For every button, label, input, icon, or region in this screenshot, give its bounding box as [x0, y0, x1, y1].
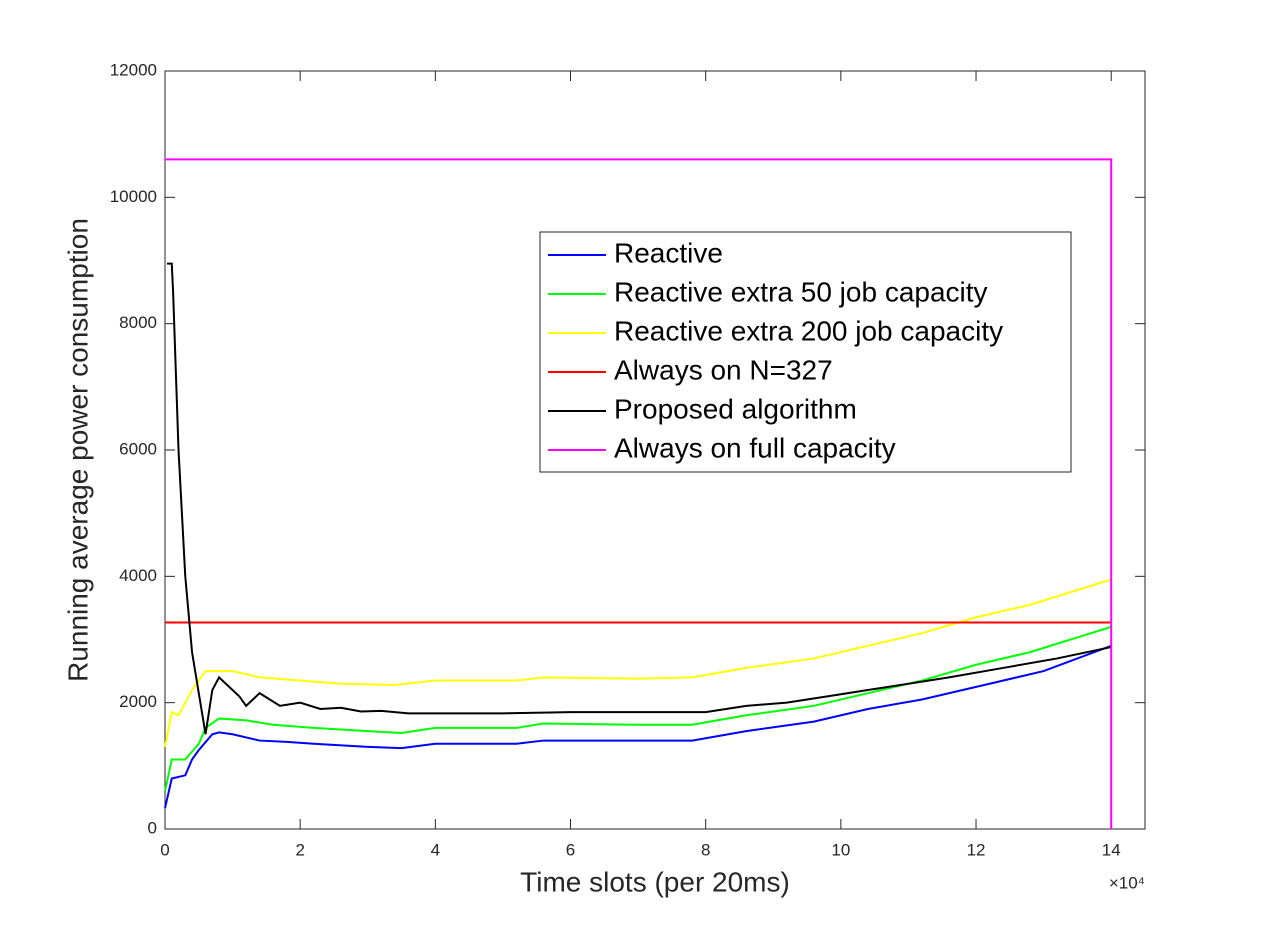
- y-tick-label: 8000: [119, 313, 157, 332]
- x-tick-label: 14: [1102, 840, 1121, 859]
- legend-label: Proposed algorithm: [614, 393, 857, 424]
- series-line: [164, 625, 1112, 792]
- x-tick-label: 8: [701, 840, 710, 859]
- x-tick-label: 0: [160, 840, 169, 859]
- x-tick-label: 6: [566, 840, 575, 859]
- y-tick-label: 12000: [110, 60, 157, 79]
- legend-label: Reactive extra 200 job capacity: [614, 315, 1003, 346]
- legend-label: Reactive extra 50 job capacity: [614, 276, 988, 307]
- x-tick-label: 10: [831, 840, 850, 859]
- x-tick-label: 4: [431, 840, 440, 859]
- x-multiplier: ×10⁴: [1109, 873, 1145, 892]
- x-axis-label: Time slots (per 20ms): [520, 866, 790, 897]
- y-tick-label: 10000: [110, 187, 157, 206]
- legend-box: [539, 231, 1072, 473]
- y-tick-label: 4000: [119, 566, 157, 585]
- series-line: [164, 644, 1112, 809]
- y-axis-label: Running average power consumption: [62, 218, 93, 682]
- legend-label: Always on N=327: [614, 354, 833, 385]
- y-tick-label: 0: [148, 818, 157, 837]
- series-line: [167, 262, 1112, 735]
- x-tick-label: 2: [295, 840, 304, 859]
- series-line: [164, 578, 1112, 748]
- y-tick-label: 2000: [119, 692, 157, 711]
- legend-label: Always on full capacity: [614, 432, 896, 463]
- series-line: [165, 158, 1113, 829]
- x-tick-label: 12: [967, 840, 986, 859]
- y-tick-label: 6000: [119, 439, 157, 458]
- legend-label: Reactive: [614, 237, 723, 268]
